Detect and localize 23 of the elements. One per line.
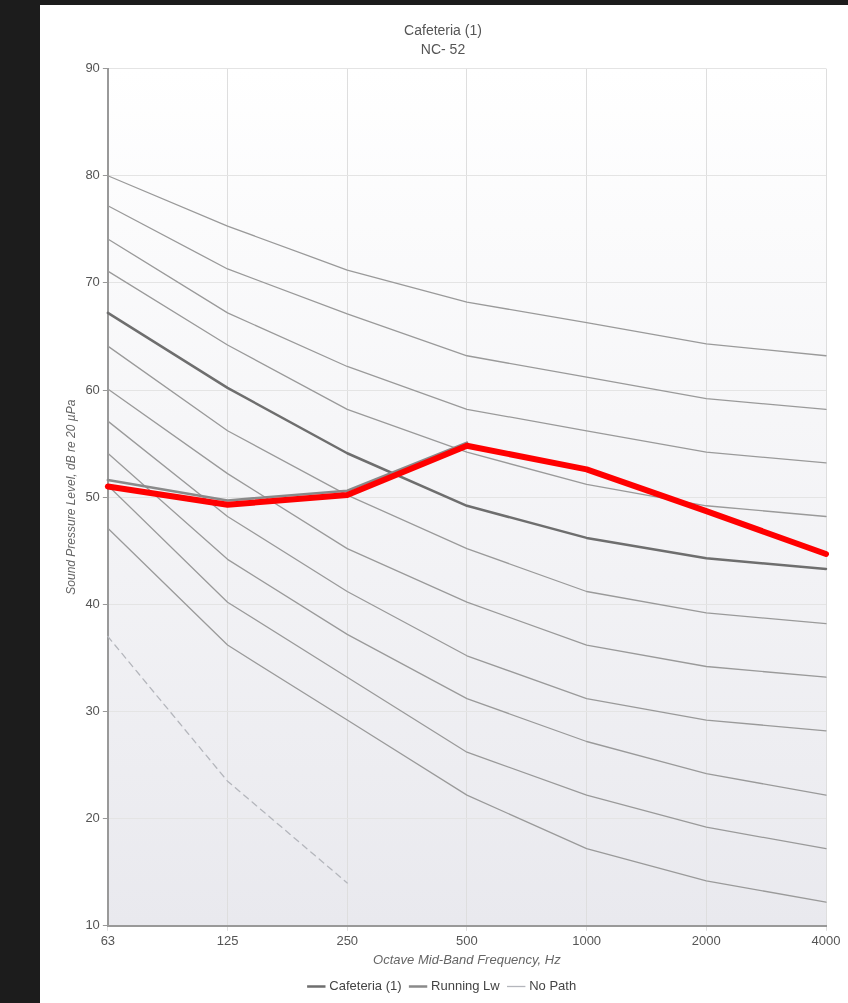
legend-label: No Path bbox=[529, 978, 577, 994]
x-tick-label: 1000 bbox=[572, 933, 602, 949]
y-axis-title: Sound Pressure Level, dB re 20 µPa bbox=[63, 399, 78, 595]
legend-label: Running Lw bbox=[431, 978, 501, 994]
chart-title: Cafeteria (1) bbox=[404, 22, 482, 39]
x-tick-label: 63 bbox=[100, 933, 116, 949]
y-tick-label: 90 bbox=[85, 60, 100, 76]
x-tick-label: 2000 bbox=[691, 933, 721, 949]
y-tick-label: 20 bbox=[85, 810, 100, 826]
x-tick-label: 250 bbox=[336, 933, 359, 949]
y-tick-label: 70 bbox=[85, 274, 100, 290]
y-tick-label: 60 bbox=[85, 381, 100, 397]
x-tick-label: 500 bbox=[456, 933, 478, 949]
x-tick-label: 4000 bbox=[811, 933, 841, 949]
chart-subtitle: NC- 52 bbox=[420, 41, 466, 58]
x-axis-title: Octave Mid-Band Frequency, Hz bbox=[373, 951, 562, 967]
y-tick-label: 30 bbox=[85, 703, 100, 719]
y-tick-label: 10 bbox=[85, 917, 100, 933]
y-tick-label: 80 bbox=[85, 167, 100, 183]
legend-label: Cafeteria (1) bbox=[329, 978, 402, 994]
x-tick-label: 125 bbox=[216, 933, 239, 949]
y-tick-label: 50 bbox=[85, 488, 100, 504]
y-tick-label: 40 bbox=[85, 595, 100, 611]
